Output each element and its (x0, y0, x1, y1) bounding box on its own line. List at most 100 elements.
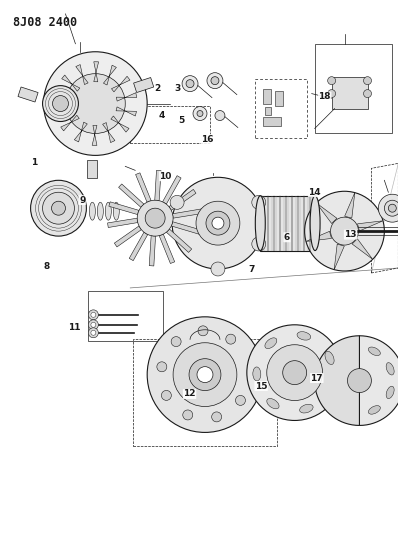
Polygon shape (359, 336, 399, 425)
Circle shape (226, 334, 236, 344)
Circle shape (212, 217, 224, 229)
Ellipse shape (368, 347, 380, 356)
Circle shape (65, 74, 125, 133)
Bar (89, 291, 163, 341)
Polygon shape (169, 189, 196, 211)
Text: 13: 13 (344, 230, 357, 239)
Circle shape (378, 194, 399, 222)
Polygon shape (129, 232, 148, 261)
Circle shape (145, 208, 165, 228)
Circle shape (328, 77, 336, 85)
Text: 5: 5 (178, 116, 185, 125)
Circle shape (89, 328, 98, 338)
Polygon shape (306, 231, 332, 241)
Polygon shape (136, 173, 151, 202)
Ellipse shape (97, 202, 103, 220)
Circle shape (363, 77, 371, 85)
Polygon shape (155, 171, 161, 201)
Ellipse shape (386, 386, 394, 399)
Polygon shape (358, 221, 383, 231)
Text: 8: 8 (43, 262, 49, 271)
Circle shape (173, 343, 237, 407)
Text: 17: 17 (310, 374, 323, 383)
Text: 1: 1 (32, 158, 38, 167)
Circle shape (363, 90, 371, 98)
Polygon shape (162, 176, 181, 204)
Polygon shape (352, 239, 373, 260)
Ellipse shape (297, 332, 311, 340)
Polygon shape (111, 76, 130, 92)
Circle shape (91, 330, 96, 335)
Text: 11: 11 (68, 323, 81, 332)
Text: 14: 14 (308, 188, 321, 197)
Circle shape (183, 410, 193, 420)
Text: 12: 12 (183, 390, 196, 399)
Circle shape (252, 237, 266, 251)
Polygon shape (345, 192, 355, 218)
Circle shape (91, 312, 96, 317)
Polygon shape (54, 91, 75, 100)
Text: 9: 9 (79, 196, 85, 205)
Bar (265, 107, 271, 115)
Circle shape (31, 180, 87, 236)
Polygon shape (103, 123, 115, 142)
Polygon shape (316, 203, 337, 223)
Ellipse shape (267, 399, 279, 409)
Polygon shape (159, 234, 175, 263)
Circle shape (171, 337, 181, 346)
Polygon shape (315, 336, 359, 425)
Circle shape (348, 369, 371, 393)
Circle shape (388, 204, 396, 212)
Circle shape (197, 367, 213, 383)
Circle shape (211, 262, 225, 276)
Bar (314, 44, 392, 133)
Polygon shape (166, 229, 192, 253)
Text: 10: 10 (160, 172, 172, 181)
Bar (275, 91, 283, 106)
Circle shape (43, 192, 75, 224)
Circle shape (89, 320, 98, 330)
Circle shape (384, 200, 399, 216)
Circle shape (186, 79, 194, 87)
Polygon shape (172, 209, 203, 218)
Ellipse shape (253, 367, 261, 381)
Circle shape (197, 110, 203, 117)
Ellipse shape (89, 202, 95, 220)
Text: 8J08 2400: 8J08 2400 (13, 16, 77, 29)
Polygon shape (119, 184, 144, 207)
Circle shape (182, 76, 198, 92)
Bar (255, 79, 306, 139)
Circle shape (172, 177, 264, 269)
Circle shape (196, 201, 240, 245)
Bar (87, 160, 97, 179)
Circle shape (206, 211, 230, 235)
Polygon shape (94, 62, 99, 82)
Polygon shape (92, 125, 97, 146)
Circle shape (247, 325, 342, 421)
Polygon shape (103, 65, 117, 85)
Polygon shape (108, 218, 138, 228)
Polygon shape (54, 106, 74, 115)
Circle shape (161, 390, 171, 400)
Polygon shape (76, 64, 88, 85)
Circle shape (330, 217, 358, 245)
Circle shape (207, 72, 223, 88)
Circle shape (147, 317, 263, 432)
Circle shape (211, 77, 219, 85)
Ellipse shape (113, 202, 119, 220)
Circle shape (189, 359, 221, 391)
Text: 18: 18 (318, 92, 331, 101)
Text: 2: 2 (155, 84, 161, 93)
Ellipse shape (368, 406, 380, 414)
Circle shape (211, 412, 221, 422)
Circle shape (283, 361, 306, 385)
Circle shape (43, 52, 147, 156)
Ellipse shape (386, 362, 394, 375)
Circle shape (252, 196, 266, 209)
Bar (332, 77, 367, 109)
Circle shape (328, 90, 336, 98)
Text: 7: 7 (248, 265, 255, 273)
Bar (260, 196, 315, 251)
Bar (263, 117, 281, 126)
Circle shape (91, 322, 96, 327)
